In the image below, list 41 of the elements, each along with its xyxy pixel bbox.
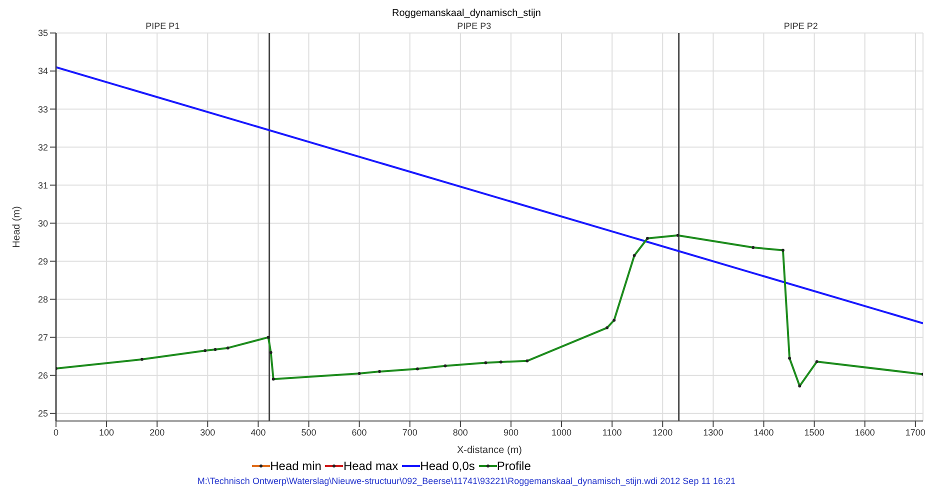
y-axis-title: Head (m) (12, 206, 23, 248)
x-tick-label: 1500 (804, 427, 824, 438)
text: M:\Technisch Ontwerp\Waterslag\Nieuwe-structuur\092_Beerse\11741\93221\Roggemanskaal_dynamisch_stijn.wdi 2012 Sep 11 16:21 (196, 476, 737, 486)
x-tick-label: 1100 (602, 427, 622, 438)
legend-label: Profile (496, 459, 531, 473)
y-tick-label: 33 (38, 104, 48, 114)
text: PIPE P2 (784, 21, 818, 31)
y-tick-label: 32 (38, 142, 48, 152)
y-tick-label: 31 (38, 180, 48, 190)
x-tick-label: 200 (150, 427, 165, 438)
x-tick-label: 600 (352, 427, 367, 438)
chart-title: Roggemanskaal_dynamisch_stijn (391, 8, 542, 19)
x-tick-label: 300 (200, 427, 216, 438)
x-tick-label: 1700 (905, 427, 926, 438)
y-tick-label: 26 (38, 370, 48, 381)
x-tick-label: 100 (99, 427, 114, 438)
text: PIPE P1 (146, 21, 180, 31)
x-tick-label: 1000 (552, 427, 572, 438)
x-tick-label: 400 (250, 427, 266, 438)
legend-label: Head max (343, 459, 398, 473)
x-tick-label: 0 (53, 427, 59, 438)
x-tick-label: 500 (301, 427, 316, 438)
y-tick-label: 29 (38, 256, 48, 266)
y-tick-label: 34 (38, 66, 48, 76)
x-tick-label: 1600 (854, 427, 875, 438)
y-tick-label: 28 (38, 294, 48, 304)
y-tick-label: 30 (38, 218, 48, 228)
x-axis-title: X-distance (m) (456, 445, 522, 456)
legend-label: Head 0,0s (420, 459, 475, 473)
line-series (56, 234, 923, 388)
legend-label: Head min (270, 459, 322, 473)
x-tick-label: 800 (452, 427, 468, 438)
x-tick-label: 700 (402, 427, 418, 438)
y-tick-label: 25 (38, 408, 48, 419)
x-tick-label: 1400 (754, 427, 774, 438)
text: PIPE P3 (457, 21, 492, 31)
x-tick-label: 900 (503, 427, 518, 438)
y-tick-label: 27 (38, 332, 48, 343)
y-tick-label: 35 (38, 28, 48, 38)
x-tick-label: 1200 (652, 427, 673, 438)
x-tick-label: 1300 (703, 427, 724, 438)
